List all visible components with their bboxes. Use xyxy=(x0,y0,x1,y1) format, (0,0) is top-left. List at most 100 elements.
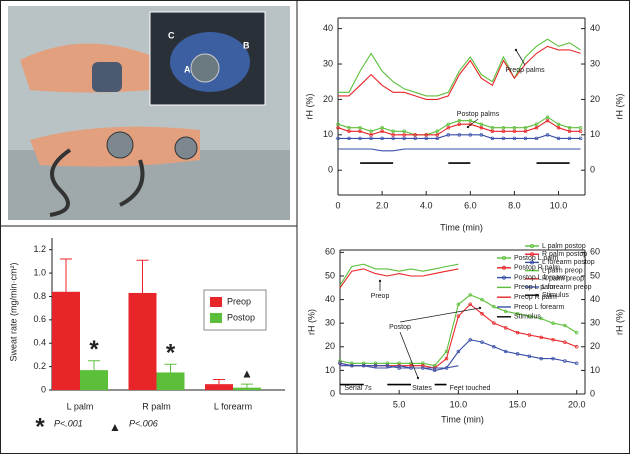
sensor xyxy=(174,136,198,160)
series-marker xyxy=(338,361,342,366)
legend-marker xyxy=(530,243,535,248)
y2-tick-label: 0 xyxy=(590,388,595,398)
annotation: Preop palms xyxy=(505,67,545,74)
x-tick-label: 20.0 xyxy=(568,399,586,409)
series-marker xyxy=(391,129,395,134)
x-tick-label: 4.0 xyxy=(420,200,433,210)
legend-swatch xyxy=(210,297,222,307)
series-marker xyxy=(468,302,472,307)
sensor xyxy=(106,131,134,159)
series-marker xyxy=(503,349,508,354)
legend-marker xyxy=(530,260,535,265)
significance-marker: * xyxy=(166,340,176,367)
series-marker xyxy=(527,354,532,358)
series-marker xyxy=(435,133,439,137)
y2-tick-label: 10 xyxy=(590,129,600,139)
photo-label: C xyxy=(168,30,175,40)
legend-swatch xyxy=(210,313,222,323)
sensor xyxy=(92,62,122,92)
x-tick-label: L palm xyxy=(67,401,94,411)
series-marker xyxy=(350,361,354,366)
significance-label: P<.001 xyxy=(54,418,83,428)
y2-tick-label: 40 xyxy=(590,294,600,304)
series-marker xyxy=(413,133,417,137)
legend-label: Stimulus xyxy=(542,292,569,299)
series-marker xyxy=(338,359,342,363)
series-marker xyxy=(563,323,567,328)
arrow-head xyxy=(514,48,518,52)
arrow-head xyxy=(378,279,382,283)
series-marker xyxy=(432,368,437,373)
y-tick-label: 1.2 xyxy=(33,244,46,254)
series-marker xyxy=(503,326,508,330)
legend-label: Stimulus xyxy=(514,314,541,321)
series-marker xyxy=(435,129,439,134)
series-marker xyxy=(391,133,395,137)
y-tick-label: 60 xyxy=(325,247,335,257)
significance-label: P<.006 xyxy=(129,418,158,428)
series-line xyxy=(340,365,459,369)
series-marker xyxy=(556,122,561,126)
series-marker xyxy=(457,133,462,137)
y2-tick-label: 50 xyxy=(590,270,600,280)
series-marker xyxy=(358,125,362,130)
series-marker xyxy=(391,136,395,141)
y-tick-label: 10 xyxy=(325,365,335,375)
x-tick-label: 8.0 xyxy=(508,200,521,210)
cable xyxy=(49,148,72,217)
series-marker xyxy=(446,125,451,130)
legend-label: Preop R palm xyxy=(514,294,557,301)
bar xyxy=(52,291,80,390)
series-marker xyxy=(468,293,472,297)
annotation-arrow xyxy=(467,118,479,128)
legend-marker xyxy=(501,265,506,270)
series-marker xyxy=(567,125,572,130)
photo: A B C xyxy=(8,6,290,220)
series-marker xyxy=(574,330,579,335)
series-marker xyxy=(435,136,439,141)
series-marker xyxy=(578,136,583,141)
series-marker xyxy=(336,136,340,141)
series-marker xyxy=(492,345,496,349)
annotation: Postop palms xyxy=(457,111,500,118)
legend-label: Preop L forearm xyxy=(514,304,564,311)
y2-tick-label: 30 xyxy=(590,318,600,328)
series-marker xyxy=(512,129,517,134)
x-tick-label: 6.0 xyxy=(464,200,477,210)
legend-label: L palm preop xyxy=(542,267,583,274)
y2-tick-label: 40 xyxy=(590,23,600,33)
series-marker xyxy=(515,352,520,356)
series-marker xyxy=(456,314,461,318)
legend-label: L forearm preop xyxy=(542,284,592,291)
y-tick-label: 0.2 xyxy=(33,361,46,371)
series-marker xyxy=(385,361,390,366)
legend-label: Postop xyxy=(227,312,255,322)
cable xyxy=(119,159,145,207)
legend-label: L palm postop xyxy=(542,243,586,250)
series-marker xyxy=(424,136,428,141)
series-marker xyxy=(551,356,555,361)
series-marker xyxy=(369,133,373,137)
series-marker xyxy=(336,122,340,126)
y-tick-label: 20 xyxy=(325,341,335,351)
series-marker xyxy=(523,125,528,130)
y-tick-label: 20 xyxy=(323,94,333,104)
bar xyxy=(233,387,261,390)
series-line xyxy=(339,339,577,371)
series-marker xyxy=(409,363,413,368)
series-line xyxy=(339,294,577,367)
series-marker xyxy=(347,129,351,134)
y-axis-label: Sweat rate (mg/min·cm²) xyxy=(8,262,18,361)
photo-label: B xyxy=(243,40,250,50)
legend-marker xyxy=(501,275,506,280)
series-marker xyxy=(479,125,484,130)
series-marker xyxy=(574,361,579,366)
series-marker xyxy=(369,136,373,141)
series-line xyxy=(338,38,581,97)
series-marker xyxy=(369,129,373,134)
series-marker xyxy=(490,129,495,134)
series-marker xyxy=(457,122,462,126)
annotation-arrow xyxy=(399,331,419,379)
series-marker xyxy=(567,129,572,134)
y2-axis-label: rH (%) xyxy=(614,309,624,335)
